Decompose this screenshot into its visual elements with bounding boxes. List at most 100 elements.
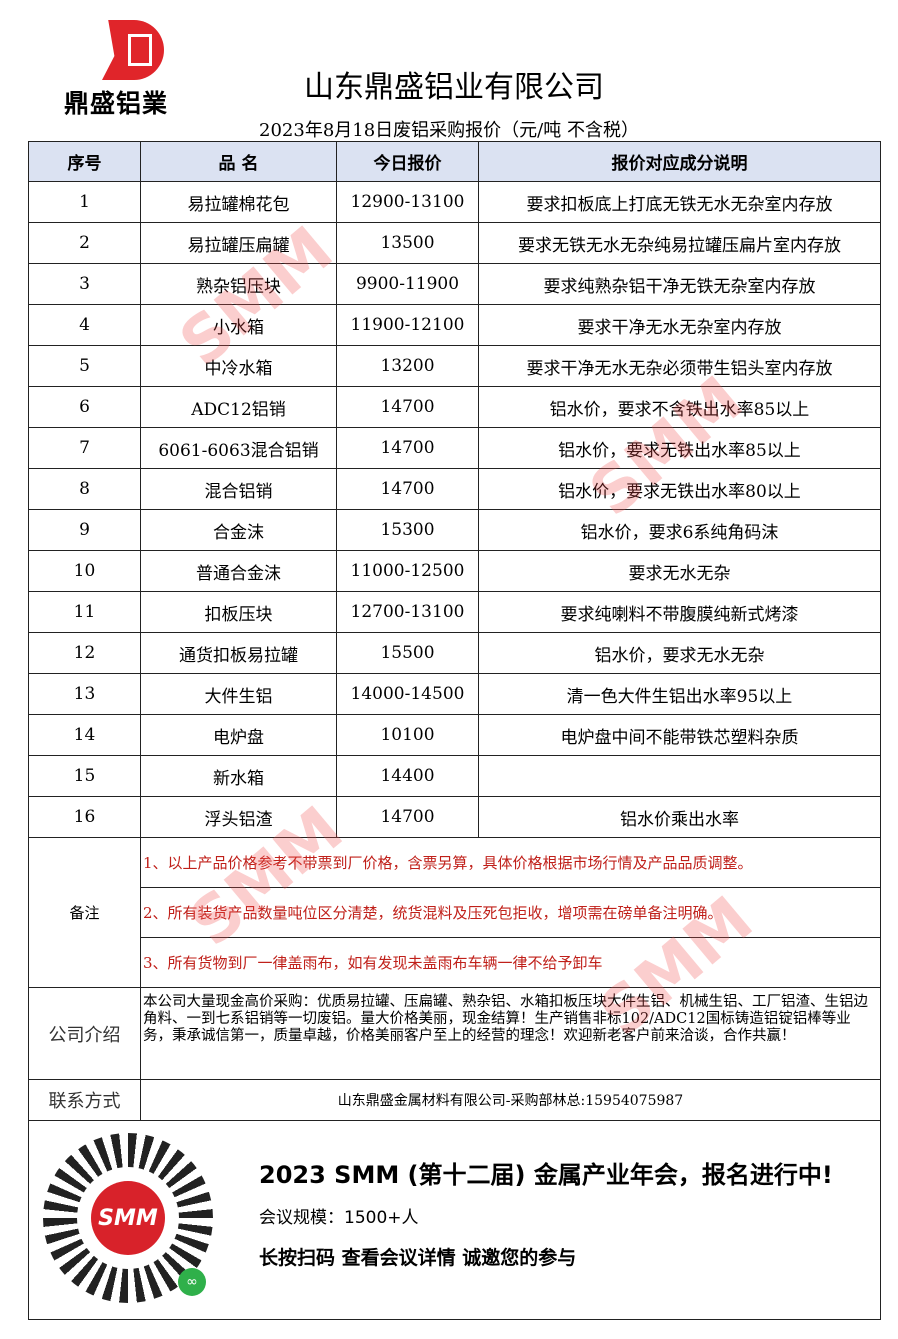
cell-note: 铝水价，要求不含铁出水率85以上 — [478, 386, 881, 428]
cell-name: 扣板压块 — [140, 591, 337, 633]
cell-note: 铝水价乘出水率 — [478, 796, 881, 838]
cell-name: 6061-6063混合铝销 — [140, 427, 337, 469]
cell-no: 16 — [28, 796, 141, 838]
cell-no: 8 — [28, 468, 141, 510]
cell-name: 新水箱 — [140, 755, 337, 797]
column-header: 序号 — [28, 141, 141, 182]
cell-price: 15300 — [336, 509, 479, 551]
price-table: 序号 品 名 今日报价 报价对应成分说明 1 易拉罐棉花包 12900-13100 要… — [28, 141, 881, 1121]
cell-name: 大件生铝 — [140, 673, 337, 715]
mini-program-icon: ∞ — [178, 1268, 206, 1296]
cell-note: 要求干净无水无杂室内存放 — [478, 304, 881, 346]
company-logo: 鼎盛铝業 — [62, 18, 192, 118]
cell-no: 7 — [28, 427, 141, 469]
cell-price: 14700 — [336, 427, 479, 469]
table-row: 7 6061-6063混合铝销 14700 铝水价，要求无铁出水率85以上 — [28, 427, 881, 469]
remark-row: 2、所有装货产品数量吨位区分清楚，统货混料及压死包拒收，增项需在磅单备注明确。 — [29, 887, 881, 938]
cell-note: 要求干净无水无杂必须带生铝头室内存放 — [478, 345, 881, 387]
remark-text: 2、所有装货产品数量吨位区分清楚，统货混料及压死包拒收，增项需在磅单备注明确。 — [140, 887, 881, 938]
cell-price: 14700 — [336, 796, 479, 838]
cell-no: 14 — [28, 714, 141, 756]
column-header: 今日报价 — [336, 141, 479, 182]
cell-note: 铝水价，要求6系纯角码沫 — [478, 509, 881, 551]
cell-note — [478, 755, 881, 797]
cell-no: 1 — [28, 181, 141, 223]
remark-row: 3、所有货物到厂一律盖雨布，如有发现未盖雨布车辆一律不给予卸车 — [29, 937, 881, 988]
intro-text: 本公司大量现金高价采购：优质易拉罐、压扁罐、熟杂铝、水箱扣板压块大件生铝、机械生… — [140, 987, 881, 1080]
cell-price: 14000-14500 — [336, 673, 479, 715]
remark-row: 备注 1、以上产品价格参考不带票到厂价格，含票另算，具体价格根据市场行情及产品品质… — [28, 837, 881, 988]
cell-name: ADC12铝销 — [140, 386, 337, 428]
contact-text: 山东鼎盛金属材料有限公司-采购部林总:15954075987 — [140, 1079, 881, 1121]
cell-no: 5 — [28, 345, 141, 387]
cell-note: 清一色大件生铝出水率95以上 — [478, 673, 881, 715]
table-row: 8 混合铝销 14700 铝水价，要求无铁出水率80以上 — [28, 468, 881, 510]
banner-cta: 长按扫码 查看会议详情 诚邀您的参与 — [259, 1247, 577, 1269]
cell-name: 易拉罐压扁罐 — [140, 222, 337, 264]
qr-code[interactable]: SMM ∞ — [43, 1133, 213, 1303]
page-title: 山东鼎盛铝业有限公司 — [304, 70, 604, 105]
cell-price: 10100 — [336, 714, 479, 756]
cell-no: 13 — [28, 673, 141, 715]
cell-price: 13500 — [336, 222, 479, 264]
table-row: 9 合金沫 15300 铝水价，要求6系纯角码沫 — [28, 509, 881, 551]
cell-note: 要求无水无杂 — [478, 550, 881, 592]
cell-no: 10 — [28, 550, 141, 592]
conference-banner[interactable]: SMM ∞ 2023 SMM (第十二届) 金属产业年会，报名进行中! 会议规模：… — [28, 1121, 881, 1320]
cell-note: 铝水价，要求无水无杂 — [478, 632, 881, 674]
intro-label: 公司介绍 — [28, 987, 141, 1080]
cell-name: 中冷水箱 — [140, 345, 337, 387]
cell-name: 普通合金沫 — [140, 550, 337, 592]
column-header: 品 名 — [140, 141, 337, 182]
banner-headline: 2023 SMM (第十二届) 金属产业年会，报名进行中! — [259, 1161, 833, 1189]
cell-price: 14700 — [336, 386, 479, 428]
table-row: 1 易拉罐棉花包 12900-13100 要求扣板底上打底无铁无水无杂室内存放 — [28, 181, 881, 223]
cell-note: 铝水价，要求无铁出水率85以上 — [478, 427, 881, 469]
cell-name: 通货扣板易拉罐 — [140, 632, 337, 674]
table-row: 15 新水箱 14400 — [28, 755, 881, 797]
cell-name: 易拉罐棉花包 — [140, 181, 337, 223]
cell-price: 11900-12100 — [336, 304, 479, 346]
cell-price: 15500 — [336, 632, 479, 674]
cell-name: 电炉盘 — [140, 714, 337, 756]
remark-text: 1、以上产品价格参考不带票到厂价格，含票另算，具体价格根据市场行情及产品品质调整… — [140, 837, 881, 888]
column-header: 报价对应成分说明 — [478, 141, 881, 182]
cell-price: 12900-13100 — [336, 181, 479, 223]
table-row: 2 易拉罐压扁罐 13500 要求无铁无水无杂纯易拉罐压扁片室内存放 — [28, 222, 881, 264]
remark-text: 3、所有货物到厂一律盖雨布，如有发现未盖雨布车辆一律不给予卸车 — [140, 937, 881, 988]
cell-no: 2 — [28, 222, 141, 264]
cell-price: 12700-13100 — [336, 591, 479, 633]
cell-note: 要求纯熟杂铝干净无铁无杂室内存放 — [478, 263, 881, 305]
table-row: 4 小水箱 11900-12100 要求干净无水无杂室内存放 — [28, 304, 881, 346]
table-row: 11 扣板压块 12700-13100 要求纯喇料不带腹膜纯新式烤漆 — [28, 591, 881, 633]
cell-note: 要求扣板底上打底无铁无水无杂室内存放 — [478, 181, 881, 223]
cell-note: 要求纯喇料不带腹膜纯新式烤漆 — [478, 591, 881, 633]
cell-name: 浮头铝渣 — [140, 796, 337, 838]
cell-no: 9 — [28, 509, 141, 551]
cell-name: 小水箱 — [140, 304, 337, 346]
cell-no: 11 — [28, 591, 141, 633]
cell-price: 9900-11900 — [336, 263, 479, 305]
cell-no: 12 — [28, 632, 141, 674]
cell-price: 14700 — [336, 468, 479, 510]
cell-name: 合金沫 — [140, 509, 337, 551]
remarks-label: 备注 — [28, 837, 141, 988]
cell-no: 4 — [28, 304, 141, 346]
contact-label: 联系方式 — [28, 1079, 141, 1121]
smm-logo: SMM — [91, 1181, 165, 1255]
cell-name: 混合铝销 — [140, 468, 337, 510]
table-row: 12 通货扣板易拉罐 15500 铝水价，要求无水无杂 — [28, 632, 881, 674]
table-row: 16 浮头铝渣 14700 铝水价乘出水率 — [28, 796, 881, 838]
intro-row: 公司介绍 本公司大量现金高价采购：优质易拉罐、压扁罐、熟杂铝、水箱扣板压块大件生铝… — [28, 987, 881, 1080]
cell-no: 6 — [28, 386, 141, 428]
cell-no: 15 — [28, 755, 141, 797]
cell-name: 熟杂铝压块 — [140, 263, 337, 305]
table-row: 10 普通合金沫 11000-12500 要求无水无杂 — [28, 550, 881, 592]
table-row: 13 大件生铝 14000-14500 清一色大件生铝出水率95以上 — [28, 673, 881, 715]
cell-no: 3 — [28, 263, 141, 305]
cell-note: 要求无铁无水无杂纯易拉罐压扁片室内存放 — [478, 222, 881, 264]
cell-note: 铝水价，要求无铁出水率80以上 — [478, 468, 881, 510]
table-row: 3 熟杂铝压块 9900-11900 要求纯熟杂铝干净无铁无杂室内存放 — [28, 263, 881, 305]
table-row: 14 电炉盘 10100 电炉盘中间不能带铁芯塑料杂质 — [28, 714, 881, 756]
logo-text: 鼎盛铝業 — [64, 89, 169, 118]
